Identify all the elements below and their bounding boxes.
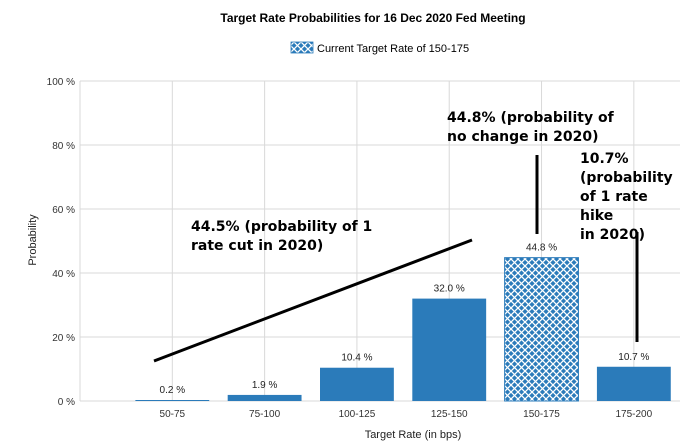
bar-value-label: 32.0 % [434,284,465,295]
annotation-rate-cut: 44.5% (probability of 1 rate cut in 2020… [191,218,372,256]
y-tick-label: 0 % [58,397,75,408]
chart-title: Target Rate Probabilities for 16 Dec 202… [220,11,525,25]
bars [135,257,671,402]
data-labels: 0.2 % 1.9 % 10.4 % 32.0 % 44.8 % 10.7 % [160,243,650,396]
y-tick-label: 20 % [52,333,75,344]
x-tick-label: 75-100 [249,409,281,420]
annotation-lines [153,155,639,363]
tick-labels: 0 % 20 % 40 % 60 % 80 % 100 % 50-75 75-100 100-1… [47,77,653,420]
bar-100-125 [320,367,394,401]
annotation-line: of 1 rate hike [580,189,648,224]
x-axis-title: Target Rate (in bps) [365,429,462,441]
annotation-line: in 2020) [580,227,646,243]
bar-value-label: 44.8 % [526,243,557,254]
bar-value-label: 10.4 % [341,353,372,364]
bar-value-label: 1.9 % [252,380,278,391]
bar-175-200 [596,366,671,401]
bar-value-label: 0.2 % [160,385,186,396]
bar-125-150 [412,298,487,401]
legend: Current Target Rate of 150-175 [290,41,469,55]
y-axis-title: Probability [27,214,39,266]
annotation-line-cut [153,238,473,363]
annotation-no-change: 44.8% (probability of no change in 2020) [447,109,614,147]
annotation-rate-hike: 10.7% (probability of 1 rate hike in 202… [580,150,680,245]
annotation-line: rate cut in 2020) [191,238,324,254]
annotation-line: (probability [580,170,673,186]
x-tick-label: 50-75 [160,409,186,420]
y-tick-label: 80 % [52,141,75,152]
annotation-line: 44.5% (probability of 1 [191,219,373,235]
bar-150-175 [504,257,579,402]
annotation-line: 44.8% (probability of [447,110,614,126]
y-tick-label: 60 % [52,205,75,216]
x-tick-label: 125-150 [431,409,468,420]
x-tick-label: 100-125 [339,409,376,420]
bar-value-label: 10.7 % [618,352,649,363]
x-tick-label: 150-175 [523,409,560,420]
annotation-line: 10.7% [580,151,629,167]
legend-swatch [290,41,314,54]
annotation-line: no change in 2020) [447,129,599,145]
legend-label: Current Target Rate of 150-175 [317,43,469,55]
y-tick-label: 40 % [52,269,75,280]
y-tick-label: 100 % [47,77,75,88]
bar-50-75 [135,400,210,401]
x-tick-label: 175-200 [615,409,652,420]
bar-75-100 [227,394,302,401]
